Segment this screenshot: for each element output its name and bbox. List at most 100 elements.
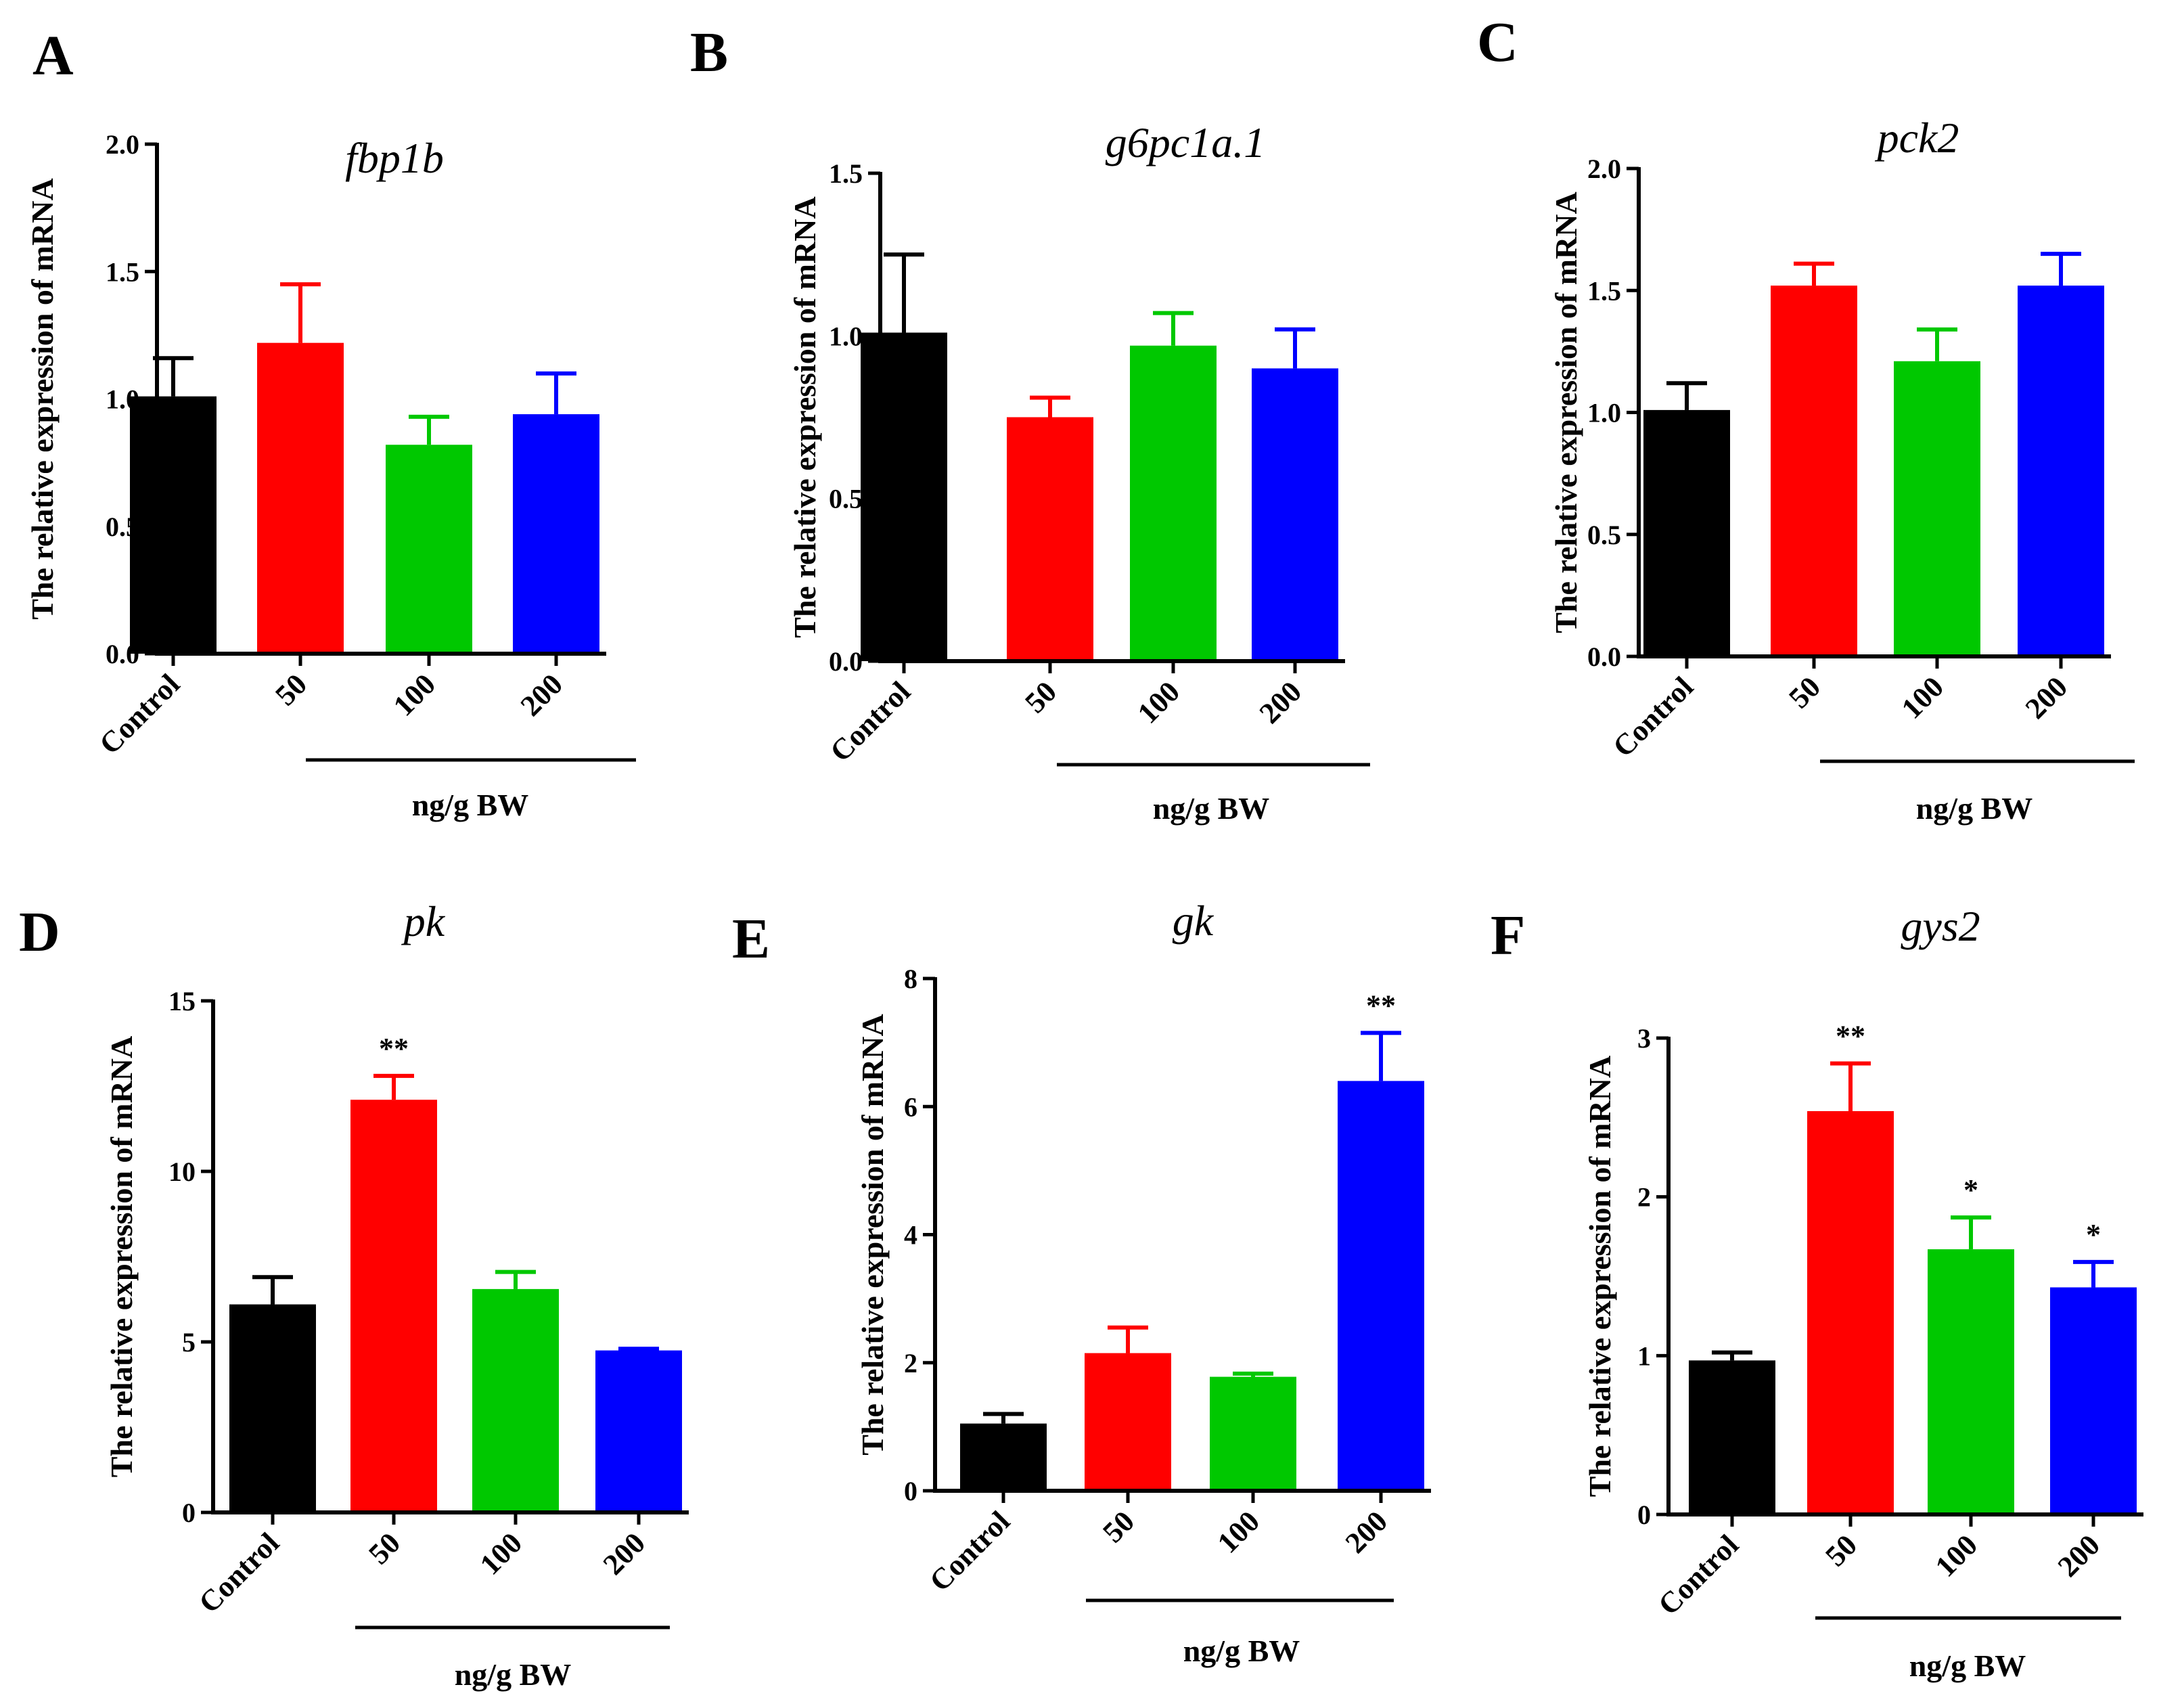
category-label: 200 (2051, 1528, 2106, 1583)
x-axis-unit-label: ng/g BW (1183, 1634, 1300, 1668)
significance-label: ** (1836, 1020, 1865, 1053)
bar-200 (2018, 286, 2104, 656)
bar-50 (1085, 1353, 1171, 1491)
y-tick-label: 1.0 (1587, 398, 1621, 428)
x-axis-unit-label: ng/g BW (455, 1657, 572, 1692)
category-label: 50 (362, 1526, 407, 1571)
bar-control (1643, 409, 1730, 656)
y-axis-label: The relative expression of mRNA (1583, 1056, 1617, 1497)
category-label: 50 (269, 667, 313, 712)
y-tick-label: 2 (1637, 1182, 1651, 1213)
category-label: Control (1606, 670, 1700, 763)
y-tick-label: 0 (182, 1498, 196, 1528)
chart-title: fbp1b (345, 134, 444, 182)
y-tick-label: 2.0 (106, 129, 139, 160)
y-tick-label: 1 (1637, 1341, 1651, 1371)
category-label: 200 (1339, 1504, 1394, 1559)
y-axis-label: The relative expression of mRNA (1549, 192, 1583, 633)
bar-200 (595, 1350, 682, 1512)
y-tick-label: 3 (1637, 1023, 1651, 1054)
y-tick-label: 0.0 (1587, 642, 1621, 672)
chart-title: pk (401, 897, 446, 945)
category-label: 200 (597, 1526, 652, 1581)
category-label: 50 (1819, 1528, 1863, 1573)
panel-letter: E (732, 907, 770, 970)
category-label: 100 (1895, 670, 1950, 725)
category-label: Control (823, 675, 917, 768)
bar-control (1689, 1360, 1775, 1514)
category-label: 200 (514, 667, 569, 722)
chart-title: gys2 (1901, 902, 1980, 950)
category-label: 100 (1131, 675, 1186, 729)
category-label: 200 (2019, 670, 2074, 725)
bar-200 (1338, 1081, 1424, 1491)
bar-100 (1130, 345, 1217, 661)
y-tick-label: 0.0 (829, 646, 863, 677)
y-tick-label: 2.0 (1587, 154, 1621, 184)
panel-letter: A (32, 24, 74, 87)
bar-100 (1928, 1249, 2014, 1514)
panel-letter: C (1477, 11, 1518, 74)
y-tick-label: 1.5 (829, 158, 863, 189)
bar-200 (2050, 1287, 2137, 1514)
significance-label: ** (379, 1032, 409, 1065)
bar-control (130, 396, 217, 654)
y-tick-label: 0 (1637, 1500, 1651, 1530)
significance-label: ** (1366, 989, 1396, 1022)
panel-letter: F (1491, 904, 1525, 967)
y-tick-label: 15 (168, 986, 196, 1016)
category-label: 100 (1929, 1528, 1984, 1583)
category-label: 100 (1211, 1504, 1266, 1559)
chart-title: g6pc1a.1 (1106, 118, 1265, 166)
y-tick-label: 8 (904, 964, 917, 994)
bar-100 (472, 1288, 559, 1512)
y-tick-label: 10 (168, 1156, 196, 1187)
y-tick-label: 0.5 (106, 512, 139, 542)
x-axis-unit-label: ng/g BW (1153, 791, 1270, 826)
category-label: Control (1652, 1528, 1745, 1621)
category-label: 100 (474, 1526, 528, 1581)
y-tick-label: 4 (904, 1220, 917, 1251)
bar-50 (1807, 1110, 1894, 1514)
bar-50 (350, 1100, 437, 1512)
category-label: 50 (1018, 675, 1063, 719)
y-tick-label: 1.5 (106, 256, 139, 287)
panel-letter: B (690, 21, 728, 84)
bar-100 (1894, 361, 1980, 656)
chart-title: pck2 (1875, 114, 1959, 162)
category-label: 200 (1253, 675, 1308, 729)
bar-200 (513, 414, 599, 654)
bar-50 (1007, 417, 1093, 661)
y-axis-label: The relative expression of mRNA (25, 178, 60, 619)
y-tick-label: 0.5 (1587, 520, 1621, 550)
category-label: 50 (1096, 1504, 1141, 1549)
bar-100 (1210, 1376, 1296, 1491)
x-axis-unit-label: ng/g BW (1916, 791, 2033, 826)
bar-control (229, 1304, 316, 1512)
bar-50 (1771, 286, 1857, 656)
y-tick-label: 1.0 (829, 321, 863, 351)
y-axis-label: The relative expression of mRNA (855, 1014, 890, 1455)
panel-letter: D (19, 901, 60, 964)
y-axis-label: The relative expression of mRNA (788, 196, 822, 637)
significance-label: * (2086, 1218, 2101, 1251)
y-tick-label: 1.5 (1587, 275, 1621, 306)
significance-label: * (1963, 1173, 1978, 1207)
y-tick-label: 0.5 (829, 484, 863, 514)
y-tick-label: 6 (904, 1092, 917, 1122)
category-label: Control (93, 667, 186, 761)
bar-100 (386, 445, 472, 654)
y-axis-label: The relative expression of mRNA (104, 1036, 139, 1477)
y-tick-label: 5 (182, 1327, 196, 1357)
y-tick-label: 2 (904, 1348, 917, 1378)
y-tick-label: 1.0 (106, 384, 139, 415)
bar-200 (1252, 368, 1338, 661)
y-tick-label: 0.0 (106, 639, 139, 669)
